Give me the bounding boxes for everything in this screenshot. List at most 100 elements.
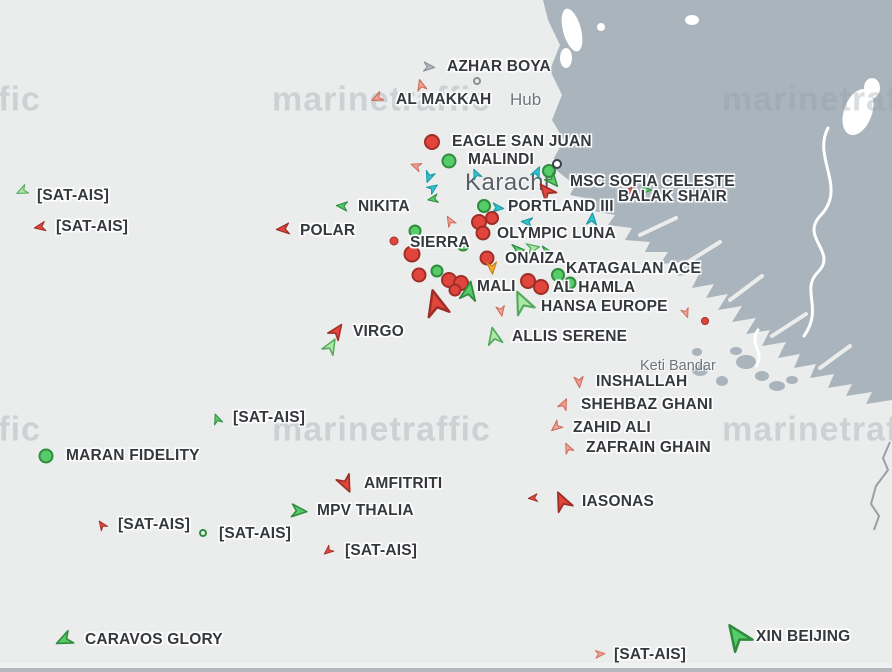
- vessel-marker[interactable]: [389, 236, 399, 246]
- vessel-marker[interactable]: [441, 153, 457, 169]
- vessel-label[interactable]: MARAN FIDELITY: [66, 447, 200, 464]
- vessel-label[interactable]: SIERRA: [410, 234, 470, 251]
- vessel-label[interactable]: VIRGO: [353, 323, 404, 340]
- vessel-label[interactable]: ZAFRAIN GHAIN: [586, 439, 711, 456]
- vessel-label[interactable]: SHEHBAZ GHANI: [581, 396, 713, 413]
- vessel-marker[interactable]: [473, 77, 481, 85]
- vessel-marker[interactable]: [290, 502, 308, 520]
- vessel-label[interactable]: AL HAMLA: [553, 279, 636, 296]
- vessel-marker[interactable]: [444, 215, 457, 228]
- vessel-marker[interactable]: [594, 649, 606, 660]
- vessel-marker[interactable]: [458, 280, 480, 302]
- vessel-marker[interactable]: [640, 184, 652, 196]
- vessel-marker[interactable]: [55, 629, 75, 650]
- vessel-marker[interactable]: [335, 200, 349, 213]
- vessel-label[interactable]: [SAT-AIS]: [37, 187, 110, 204]
- vessel-marker[interactable]: [509, 289, 536, 317]
- vessel-label[interactable]: ZAHID ALI: [573, 419, 651, 436]
- vessel-label[interactable]: INSHALLAH: [596, 373, 688, 390]
- vessel-label[interactable]: [SAT-AIS]: [56, 218, 129, 235]
- vessel-label[interactable]: NIKITA: [358, 198, 410, 215]
- vessel-marker[interactable]: [371, 91, 385, 105]
- vessel-marker[interactable]: [33, 221, 47, 234]
- vessel-marker[interactable]: [430, 264, 444, 278]
- vessel-marker[interactable]: [326, 322, 346, 342]
- vessel-label[interactable]: EAGLE SAN JUAN: [452, 133, 592, 150]
- vessel-label[interactable]: CARAVOS GLORY: [85, 631, 223, 648]
- vessel-label[interactable]: [SAT-AIS]: [118, 516, 191, 533]
- vessel-label[interactable]: KATAGALAN ACE: [566, 260, 701, 277]
- vessel-marker[interactable]: [573, 375, 586, 389]
- vessel-marker[interactable]: [408, 224, 422, 238]
- vessel-label[interactable]: HANSA EUROPE: [541, 298, 668, 315]
- vessel-marker[interactable]: [477, 199, 491, 213]
- vessel-label[interactable]: ONAIZA: [505, 250, 566, 267]
- vessel-label[interactable]: IASONAS: [582, 493, 655, 510]
- vessel-label[interactable]: [SAT-AIS]: [219, 525, 292, 542]
- vessel-label[interactable]: [SAT-AIS]: [614, 646, 687, 663]
- vessel-label[interactable]: MALINDI: [468, 151, 534, 168]
- vessel-marker[interactable]: [543, 171, 561, 189]
- vessel-marker[interactable]: [16, 184, 30, 198]
- vessel-marker[interactable]: [491, 202, 505, 215]
- vessel-label[interactable]: MPV THALIA: [317, 502, 414, 519]
- vessel-marker[interactable]: [38, 448, 54, 464]
- vessel-marker[interactable]: [536, 181, 558, 203]
- vessel-label[interactable]: AMFITRITI: [364, 475, 443, 492]
- vessel-marker[interactable]: [701, 317, 709, 325]
- vessel-marker[interactable]: [551, 490, 574, 514]
- vessel-marker[interactable]: [511, 243, 526, 258]
- vessel-label[interactable]: BALAK SHAIR: [618, 188, 727, 205]
- vessel-marker[interactable]: [562, 442, 575, 455]
- vessel-marker[interactable]: [456, 238, 470, 252]
- vessel-marker[interactable]: [199, 529, 207, 537]
- vessel-marker[interactable]: [421, 288, 451, 319]
- vessel-label[interactable]: MSC SOFIA CELESTE: [570, 173, 735, 190]
- vessel-marker[interactable]: [525, 241, 541, 256]
- vessel-marker[interactable]: [485, 211, 499, 225]
- vessel-marker[interactable]: [321, 337, 340, 357]
- vessel-marker[interactable]: [722, 621, 754, 654]
- vessel-label[interactable]: PORTLAND III: [508, 198, 614, 215]
- vessel-marker[interactable]: [427, 193, 439, 205]
- vessel-marker[interactable]: [424, 134, 440, 150]
- vessel-marker[interactable]: [422, 61, 436, 74]
- vessel-label[interactable]: AZHAR BOYA: [447, 58, 551, 75]
- vessel-marker[interactable]: [527, 493, 539, 504]
- vessel-marker[interactable]: [557, 398, 571, 412]
- vessel-marker[interactable]: [563, 276, 577, 290]
- vessel-marker[interactable]: [415, 78, 428, 92]
- vessel-marker[interactable]: [411, 267, 427, 283]
- vessel-marker[interactable]: [484, 326, 504, 347]
- vessel-label[interactable]: [SAT-AIS]: [233, 409, 306, 426]
- vessel-marker[interactable]: [410, 160, 423, 173]
- vessel-marker[interactable]: [97, 520, 109, 532]
- vessel-marker[interactable]: [403, 245, 421, 263]
- vessel-marker[interactable]: [423, 170, 436, 184]
- vessel-label[interactable]: MALI: [477, 278, 516, 295]
- vessel-label[interactable]: [SAT-AIS]: [345, 542, 418, 559]
- vessel-marker[interactable]: [485, 261, 499, 275]
- vessel-marker[interactable]: [585, 212, 599, 226]
- vessel-marker[interactable]: [335, 472, 356, 494]
- vessel-marker[interactable]: [540, 245, 554, 259]
- vessel-marker[interactable]: [475, 225, 491, 241]
- vessel-marker[interactable]: [426, 182, 439, 195]
- vessel-label[interactable]: POLAR: [300, 222, 356, 239]
- vessel-marker[interactable]: [470, 168, 483, 181]
- vessel-label[interactable]: OLYMPIC LUNA: [497, 225, 616, 242]
- vessel-marker[interactable]: [275, 222, 291, 237]
- vessel-marker[interactable]: [211, 413, 224, 426]
- vessel-marker[interactable]: [448, 283, 462, 297]
- vessel-marker[interactable]: [495, 305, 507, 317]
- vessel-marker[interactable]: [552, 159, 562, 169]
- vessel-label[interactable]: XIN BEIJING: [756, 628, 851, 645]
- vessel-marker[interactable]: [533, 279, 549, 295]
- vessel-marker[interactable]: [323, 544, 335, 557]
- vessel-marker[interactable]: [550, 419, 564, 434]
- vessel-marker[interactable]: [623, 185, 635, 197]
- vessel-label[interactable]: ALLIS SERENE: [512, 328, 628, 345]
- vessel-marker[interactable]: [530, 166, 544, 180]
- vessel-marker[interactable]: [520, 216, 534, 229]
